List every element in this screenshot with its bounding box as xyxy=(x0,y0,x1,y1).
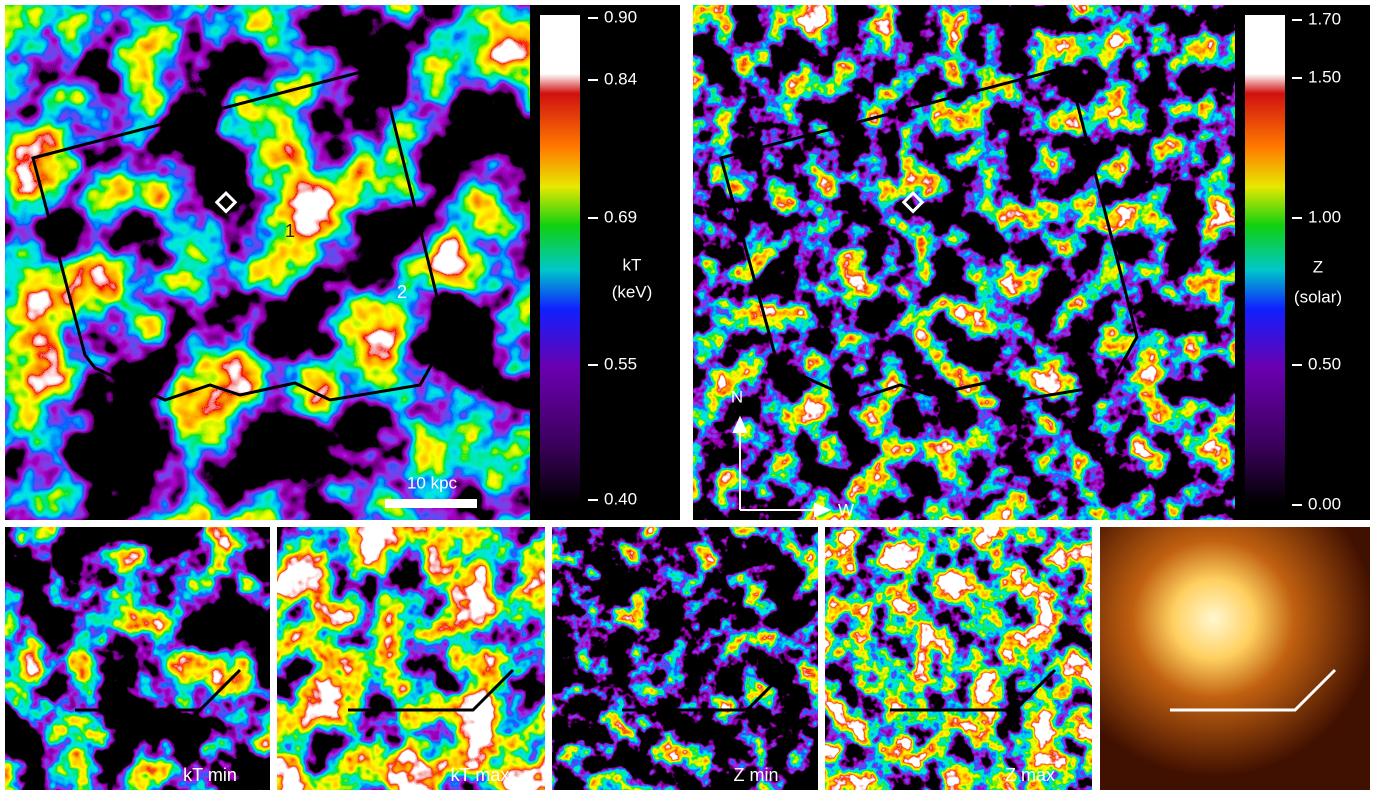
colorbar-tick-label: 0.69 xyxy=(604,207,637,226)
page: {"panels": { "kt_map": {"colorbar": {"ti… xyxy=(0,0,1374,792)
xray-image xyxy=(1100,527,1370,790)
colorbar-tick-label: 0.84 xyxy=(604,69,637,88)
scale-bar-label: 10 kpc xyxy=(407,473,458,492)
map-image xyxy=(552,527,818,790)
map-image xyxy=(693,5,1235,520)
colorbar-tick-label: 1.00 xyxy=(1308,207,1341,226)
colorbar-tick-label: 0.90 xyxy=(604,7,637,26)
colorbar-tick-label: 1.50 xyxy=(1308,67,1341,86)
colorbar-tick-label: 0.50 xyxy=(1308,354,1341,373)
colorbar-tick-label: 1.70 xyxy=(1308,9,1341,28)
colorbar-unit: (solar) xyxy=(1294,287,1342,306)
colorbar-label: kT xyxy=(623,255,642,274)
region-label: 1 xyxy=(285,221,295,241)
colorbar-tick-label: 0.55 xyxy=(604,354,637,373)
colorbar-unit: (keV) xyxy=(612,282,653,301)
colorbar xyxy=(540,15,580,505)
panel-label: kT min xyxy=(183,765,237,785)
map-image xyxy=(5,5,530,520)
compass-label: W xyxy=(838,500,854,519)
maps xyxy=(5,5,1370,790)
colorbar-tick-label: 0.00 xyxy=(1308,494,1341,513)
scale-bar xyxy=(385,499,477,508)
colorbar-label: Z xyxy=(1313,257,1323,276)
panel-label: kT max xyxy=(451,765,510,785)
map-image xyxy=(825,527,1092,790)
map-image xyxy=(5,527,270,790)
figure: 0.90 0.84 0.69 0.55 0.40 kT (keV) 1.70 1… xyxy=(0,0,1374,792)
panel-label: Z min xyxy=(734,765,779,785)
region-label: 2 xyxy=(397,282,407,302)
compass-label: N xyxy=(731,387,743,406)
panel-label: Z max xyxy=(1005,765,1055,785)
colorbar xyxy=(1245,15,1285,505)
map-image xyxy=(277,527,545,790)
colorbar-tick-label: 0.40 xyxy=(604,489,637,508)
